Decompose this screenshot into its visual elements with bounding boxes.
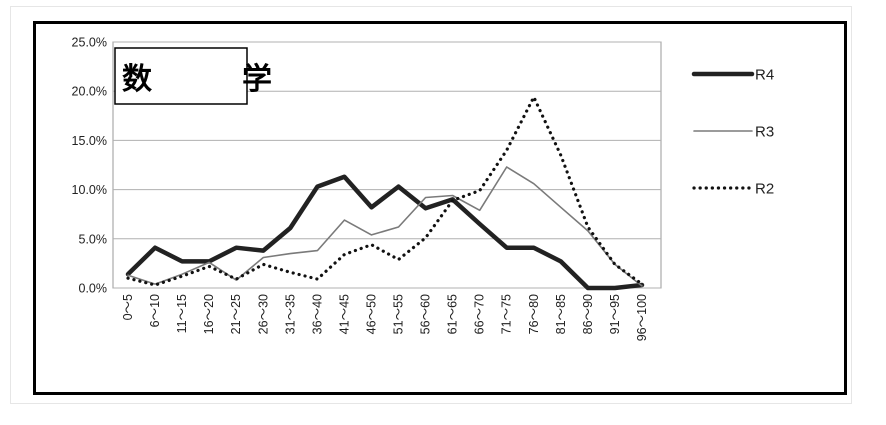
series-line-r4 <box>125 174 645 291</box>
series-lines <box>125 95 645 291</box>
x-tick-label: 81～85 <box>554 294 568 334</box>
x-tick-label: 51～55 <box>392 294 406 334</box>
x-tick-label: 91～95 <box>608 294 622 334</box>
y-tick-label: 15.0% <box>72 134 107 148</box>
x-tick-label: 46～50 <box>364 294 378 334</box>
series-line-r3 <box>127 166 643 287</box>
y-tick-label: 10.0% <box>72 183 107 197</box>
gridlines <box>113 41 661 289</box>
x-tick-label: 36～40 <box>310 294 324 334</box>
x-tick-label: 71～75 <box>500 294 514 334</box>
y-tick-label: 20.0% <box>72 85 107 99</box>
y-tick-label: 0.0% <box>79 282 108 296</box>
x-tick-label: 96～100 <box>635 294 649 341</box>
x-tick-label: 76～80 <box>527 294 541 334</box>
x-tick-label: 61～65 <box>446 294 460 334</box>
x-tick-label: 86～90 <box>581 294 595 334</box>
legend: R4 R3 R2 <box>691 67 774 198</box>
x-tick-label: 66～70 <box>473 294 487 334</box>
series-line-r2 <box>126 95 644 287</box>
legend-label-r2: R2 <box>755 181 774 198</box>
y-tick-label: 5.0% <box>79 232 108 246</box>
x-tick-label: 31～35 <box>283 294 297 334</box>
x-tick-label: 16～20 <box>202 294 216 334</box>
x-axis-ticks: 0～5 6～10 11～15 16～20 21～25 26～30 31～35 36～40 41～… <box>121 294 649 341</box>
y-tick-label: 25.0% <box>72 36 107 50</box>
chart-title: 数 学 <box>122 62 302 97</box>
legend-label-r4: R4 <box>755 67 774 84</box>
chart-title-box: 数 学 <box>114 47 302 105</box>
x-tick-label: 11～15 <box>175 294 189 333</box>
legend-label-r3: R3 <box>755 124 774 141</box>
x-tick-label: 21～25 <box>229 294 243 334</box>
x-tick-label: 56～60 <box>419 294 433 334</box>
x-tick-label: 6～10 <box>148 294 162 327</box>
x-tick-label: 0～5 <box>121 294 135 320</box>
x-tick-label: 26～30 <box>256 294 270 334</box>
x-tick-label: 41～45 <box>337 294 351 334</box>
y-axis-ticks: 0.0% 5.0% 10.0% 15.0% 20.0% 25.0% <box>72 36 107 296</box>
